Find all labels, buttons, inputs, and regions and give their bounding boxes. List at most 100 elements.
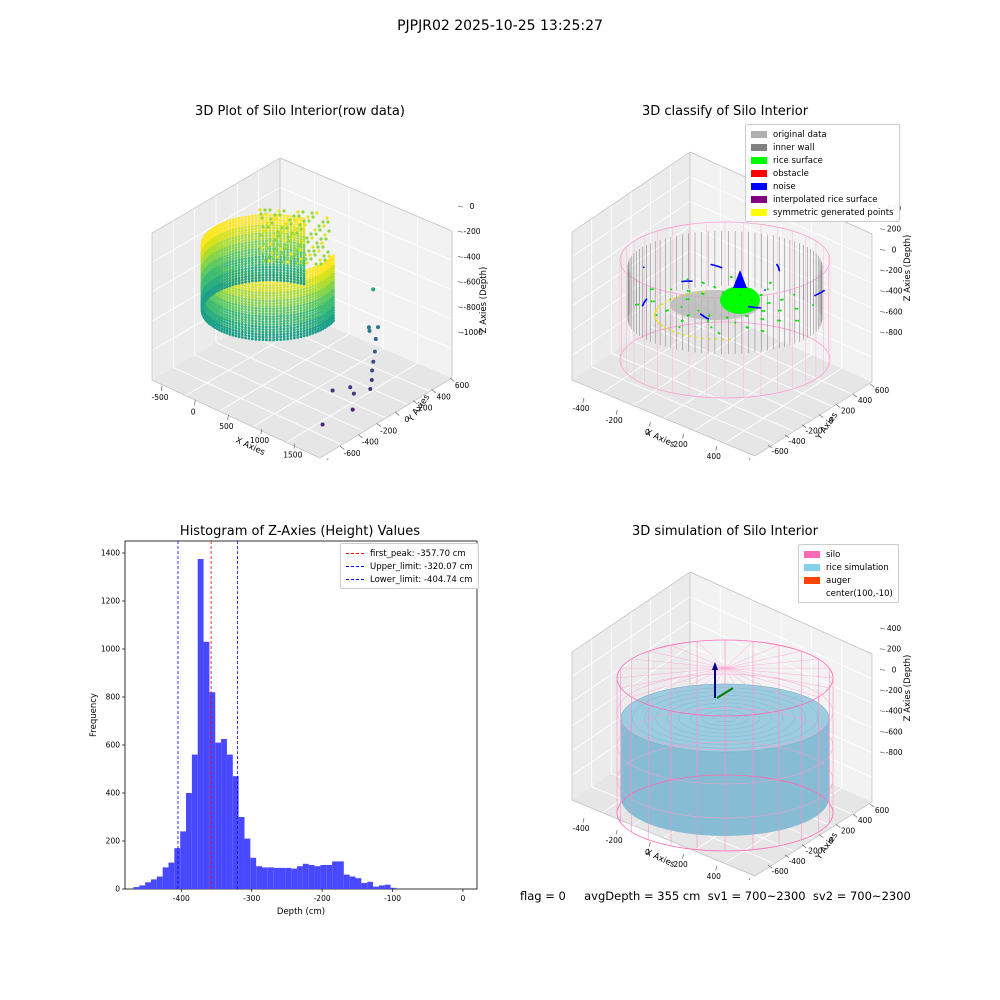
point: [213, 295, 217, 298]
point: [247, 220, 251, 224]
point: [286, 217, 289, 220]
point: [220, 271, 224, 275]
point: [213, 283, 217, 286]
point: [286, 219, 289, 223]
point: [237, 309, 241, 313]
rice-point: [649, 288, 652, 291]
point: [234, 306, 238, 309]
rice-point: [749, 298, 752, 301]
point: [237, 271, 241, 275]
point: [265, 252, 268, 256]
histogram-bar: [186, 793, 192, 889]
point: [228, 319, 232, 323]
plot1-title: 3D Plot of Silo Interior(row data): [195, 104, 405, 119]
point: [279, 301, 282, 305]
point: [211, 232, 215, 236]
point: [234, 287, 238, 291]
point: [220, 301, 224, 304]
point: [296, 302, 300, 305]
point: [274, 247, 278, 251]
point: [296, 278, 300, 282]
point: [286, 303, 289, 307]
point: [261, 312, 265, 316]
point: [286, 251, 289, 254]
point: [251, 245, 254, 249]
point: [296, 276, 300, 279]
histogram-bar: [209, 692, 216, 889]
point: [231, 292, 235, 295]
point: [289, 272, 293, 276]
point: [319, 271, 322, 275]
point: [302, 300, 306, 304]
point: [220, 266, 224, 270]
point: [237, 279, 241, 283]
tick-mark: [879, 331, 885, 334]
point: [286, 271, 289, 275]
point: [296, 281, 300, 284]
point: [314, 232, 318, 236]
grid-line: [151, 187, 281, 263]
point: [275, 302, 279, 305]
point: [275, 268, 279, 272]
point: [237, 235, 241, 238]
histogram-bar: [244, 838, 251, 889]
tick-label: 500: [219, 422, 234, 431]
point: [240, 260, 244, 264]
point: [215, 317, 219, 320]
point: [223, 310, 226, 313]
point: [282, 309, 286, 313]
point: [316, 264, 320, 268]
noise-point: [778, 269, 781, 272]
legend-swatch: [751, 209, 767, 216]
rice-point: [766, 302, 769, 305]
point: [319, 318, 322, 322]
point: [281, 260, 285, 264]
point: [314, 294, 317, 298]
point: [265, 323, 268, 326]
symmetric-point: [683, 294, 686, 296]
point: [220, 232, 224, 236]
point: [311, 316, 315, 320]
point: [265, 294, 268, 298]
point: [299, 298, 303, 302]
point: [321, 245, 325, 249]
point: [284, 222, 288, 226]
point: [240, 286, 244, 290]
point: [310, 236, 314, 240]
point: [213, 252, 217, 255]
z-ticks: 0-200-400-600-800-1000: [457, 202, 483, 337]
point: [231, 260, 235, 263]
point: [258, 335, 261, 339]
point: [316, 316, 320, 320]
point: [244, 241, 247, 245]
point: [220, 324, 224, 328]
point: [286, 322, 289, 325]
point: [223, 223, 226, 227]
point: [299, 317, 303, 320]
point: [254, 324, 258, 328]
point: [228, 288, 232, 292]
point: [254, 274, 258, 277]
tick-mark: [879, 668, 885, 671]
point: [261, 307, 265, 310]
point: [240, 250, 244, 253]
point: [247, 337, 251, 340]
point: [282, 216, 286, 220]
symmetric-point: [654, 312, 657, 315]
point: [302, 319, 306, 322]
point: [289, 303, 293, 307]
point: [279, 296, 282, 300]
point: [225, 261, 229, 265]
point: [225, 228, 229, 231]
point: [289, 269, 293, 273]
point: [258, 208, 262, 212]
point: [314, 317, 317, 321]
point: [261, 283, 265, 287]
point: [254, 219, 258, 223]
tick-mark: [818, 414, 824, 418]
point: [288, 218, 292, 222]
point: [213, 239, 217, 242]
silo-roof-line: [724, 667, 830, 689]
point: [286, 274, 289, 278]
